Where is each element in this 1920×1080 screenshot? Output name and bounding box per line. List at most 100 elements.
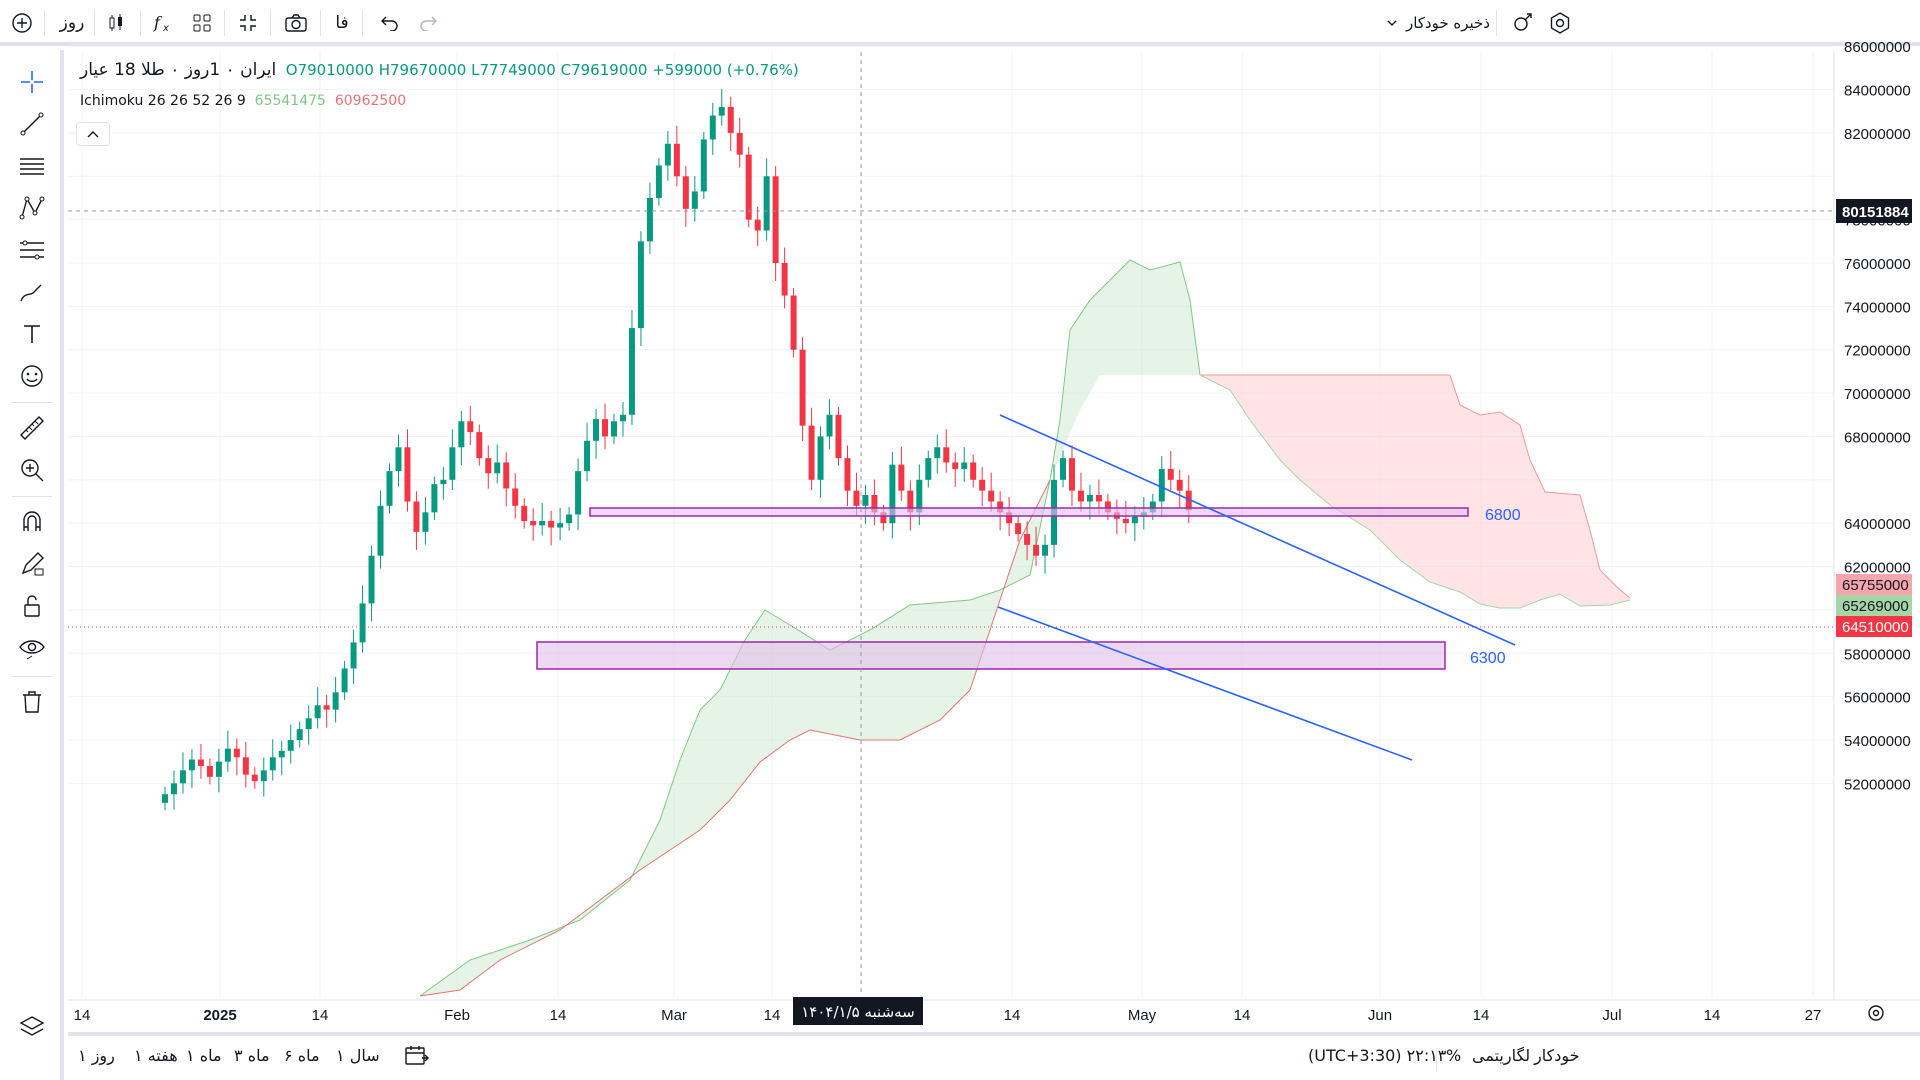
price-tag-text: 65269000 [1842, 598, 1909, 615]
time-tick-label: Mar [661, 1007, 687, 1024]
range-1w[interactable]: ۱ هفته [134, 1046, 178, 1065]
candle-body [1131, 516, 1138, 524]
auto-toggle[interactable]: خودکار [1534, 1046, 1580, 1065]
candle-body [215, 761, 222, 777]
candle-body [584, 440, 591, 472]
candle-body [539, 521, 546, 526]
candles-icon[interactable] [100, 8, 132, 38]
candle-body [206, 765, 213, 777]
autosave-dropdown[interactable]: ذخیره خودکار [1370, 8, 1490, 38]
date-range-icon[interactable] [404, 1044, 430, 1072]
unlock-icon[interactable] [14, 588, 50, 624]
candle-body [314, 705, 321, 719]
senkou-span-b-future [1200, 374, 1631, 599]
settings-icon[interactable] [1545, 8, 1575, 38]
candle-body [1149, 501, 1156, 513]
trash-icon[interactable] [14, 684, 50, 720]
candle-body [368, 555, 375, 604]
time-tick-label: 14 [1234, 1007, 1251, 1024]
trendline-icon[interactable] [14, 106, 50, 142]
templates-icon[interactable] [186, 8, 218, 38]
price-chart[interactable]: 6800630086000000840000008200000078000000… [0, 0, 1920, 1032]
price-tick-label: 82000000 [1844, 126, 1911, 143]
candle-body [323, 705, 330, 710]
log-toggle[interactable]: لگاریتمی [1472, 1046, 1531, 1065]
pattern-icon[interactable] [14, 190, 50, 226]
brush-icon[interactable] [14, 274, 50, 310]
open-value: O79010000 [285, 61, 374, 79]
time-tick-label: 14 [550, 1007, 567, 1024]
zoom-in-icon[interactable] [14, 452, 50, 488]
ruler-icon[interactable] [14, 410, 50, 446]
indicator-legend[interactable]: Ichimoku 26 26 52 26 9 65541475 60962500 [80, 93, 406, 109]
candle-body [997, 501, 1004, 513]
text-icon[interactable] [14, 316, 50, 352]
candle-body [305, 718, 312, 730]
horizontal-lines-icon[interactable] [14, 148, 50, 184]
undo-icon[interactable] [376, 8, 404, 38]
eye-icon[interactable] [14, 630, 50, 666]
candle-body [835, 414, 842, 459]
candle-body [763, 176, 770, 231]
candle-body [521, 505, 528, 522]
alert-icon[interactable] [1508, 8, 1538, 38]
redo-icon[interactable] [414, 8, 442, 38]
range-1d[interactable]: ۱ روز [78, 1046, 115, 1065]
ichimoku-cloud-bearish [1200, 375, 1630, 608]
emoji-icon[interactable] [14, 358, 50, 394]
candle-body [359, 603, 366, 643]
camera-icon[interactable] [280, 8, 312, 38]
symbol-name[interactable]: ایران ۰ 1روز ۰ طلا 18 عیار [80, 60, 277, 80]
layers-icon[interactable] [14, 1010, 50, 1046]
svg-text:f: f [153, 13, 163, 32]
upper-trendline [999, 414, 1516, 646]
range-3m[interactable]: ۳ ماه [234, 1046, 270, 1065]
senkou-span-a-future [1199, 374, 1631, 609]
timezone-clock[interactable]: (UTC+3:30) ۲۲:۱۳ [1308, 1046, 1447, 1065]
range-1m[interactable]: ۱ ماه [186, 1046, 222, 1065]
fullscreen-icon[interactable] [232, 8, 264, 38]
range-1y[interactable]: ۱ سال [336, 1046, 380, 1065]
candle-body [1068, 458, 1075, 491]
price-tick-label: 58000000 [1844, 646, 1911, 663]
candle-body [233, 748, 240, 758]
chevron-up-icon [87, 131, 99, 138]
collapse-legend-button[interactable] [76, 122, 110, 146]
fib-icon[interactable] [14, 232, 50, 268]
candle-body [772, 176, 779, 264]
candle-body [278, 750, 285, 758]
price-tick-label: 56000000 [1844, 690, 1911, 707]
crosshair-icon[interactable] [14, 64, 50, 100]
candle-body [431, 484, 438, 513]
candle-body [799, 349, 806, 426]
candle-body [619, 414, 626, 422]
candle-body [269, 757, 276, 771]
add-symbol-icon[interactable] [6, 8, 38, 38]
magnet-icon[interactable] [14, 504, 50, 540]
time-tick-label: 14 [1473, 1007, 1490, 1024]
price-tick-label: 68000000 [1844, 429, 1911, 446]
lock-drawing-icon[interactable] [14, 546, 50, 582]
candle-body [637, 241, 644, 329]
candle-body [871, 494, 878, 513]
candle-body [1024, 534, 1031, 545]
candle-body [449, 447, 456, 480]
candle-body [162, 794, 168, 803]
price-tick-label: 62000000 [1844, 560, 1911, 577]
candle-body [826, 414, 833, 437]
autosave-label: ذخیره خودکار [1405, 14, 1490, 32]
candle-body [548, 521, 555, 528]
candle-body [817, 436, 824, 480]
time-tick-label: 14 [312, 1007, 329, 1024]
candle-body [718, 106, 725, 116]
candle-body [1122, 518, 1129, 524]
candle-body [943, 447, 950, 463]
language-button[interactable]: فا [335, 13, 349, 33]
interval-button[interactable]: روز [59, 13, 85, 33]
range-6m[interactable]: ۶ ماه [284, 1046, 320, 1065]
crosshair-date-tag [793, 997, 923, 1025]
candle-body [530, 521, 537, 526]
percent-toggle[interactable]: % [1446, 1046, 1462, 1065]
candle-body [1042, 544, 1049, 556]
